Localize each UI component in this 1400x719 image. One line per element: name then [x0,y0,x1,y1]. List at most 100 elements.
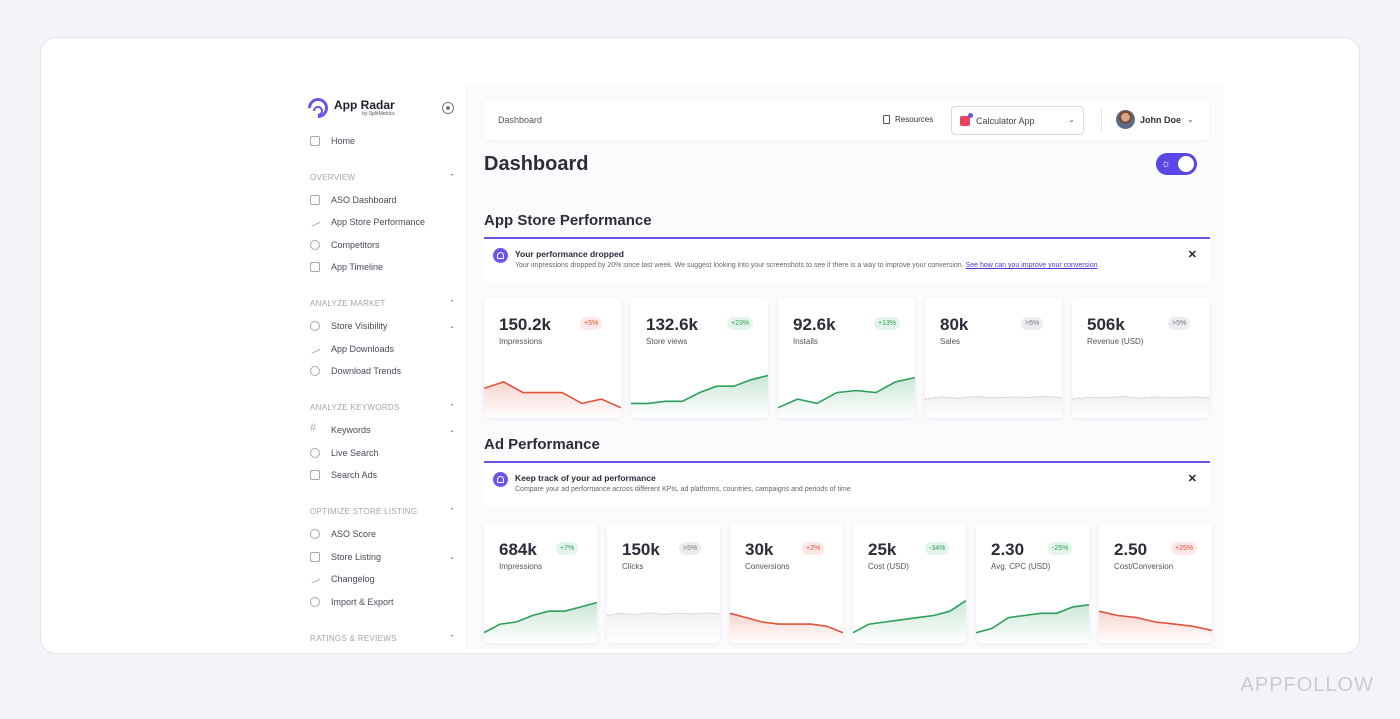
sidebar-item-aso-dashboard[interactable]: ASO Dashboard [310,193,455,207]
brand-logo[interactable]: App Radar by SplitMetrics [303,93,395,123]
sparkline-area [607,612,720,643]
section-label: RATINGS & REVIEWS [310,634,397,643]
users-icon [310,240,320,250]
sidebar-item-competitors[interactable]: Competitors [310,238,455,252]
sidebar-item-label: App Timeline [331,262,384,272]
sparkline-area [925,396,1062,418]
sidebar-item-aso-score[interactable]: ASO Score [310,527,455,541]
award-icon [310,529,320,539]
resources-link[interactable]: Resources [883,115,933,124]
metric-card[interactable]: 506k Revenue (USD) >5% [1072,298,1209,418]
metric-value: 132.6k [646,315,698,334]
section-analyze-market[interactable]: ANALYZE MARKET ⌃ [310,299,455,311]
breadcrumb[interactable]: Dashboard [498,115,543,125]
chevron-down-icon[interactable]: ⌄ [449,323,455,330]
sun-icon: ☼ [1161,158,1172,170]
sidebar-collapse-icon[interactable] [442,102,454,114]
page-title: Dashboard [484,153,589,175]
sidebar-item-store-visibility[interactable]: Store Visibility ⌄ [310,319,455,333]
sparkline-line [484,601,597,634]
metric-card[interactable]: 80k Sales >5% [925,298,1062,418]
sidebar: App Radar by SplitMetrics Home OVERVIEW … [298,84,467,649]
app-selector[interactable]: Calculator App ⌄ [951,106,1084,135]
app-window: App Radar by SplitMetrics Home OVERVIEW … [298,84,1223,649]
sparkline-area [778,377,915,418]
alert-link[interactable]: See how can you improve your conversion [965,262,1098,269]
top-bar: Dashboard Resources Calculator App ⌄ Joh… [483,100,1209,140]
calculator-app-icon [960,112,973,126]
sidebar-item-import-export[interactable]: Import & Export [310,595,455,609]
metric-value: 25k [868,540,897,559]
sidebar-item-changelog[interactable]: Changelog [309,572,455,586]
sparkline-chart [853,599,966,643]
metric-card[interactable]: 30k Conversions +2% [730,523,843,643]
download-icon [309,344,321,354]
alert-body: Compare your ad performance across diffe… [515,486,851,493]
metric-card[interactable]: 684k Impressions +7% [484,523,597,643]
watermark: APPFOLLOW [1240,674,1374,696]
sidebar-item-app-store-performance[interactable]: App Store Performance [309,215,455,229]
sparkline-line [925,395,1062,400]
sparkline-area [730,613,843,643]
metric-card[interactable]: 2.50 Cost/Conversion +25% [1099,523,1212,643]
metric-value: 2.30 [991,540,1025,559]
resources-label: Resources [895,115,934,124]
chevron-down-icon[interactable]: ⌄ [449,554,455,561]
section-label: OVERVIEW [310,173,356,182]
repeat-icon [310,597,320,607]
metric-card[interactable]: 150k Clicks >5% [607,523,720,643]
sidebar-item-search-ads[interactable]: Search Ads [310,468,455,482]
sparkline-line [853,599,966,634]
performance-alert: Your performance dropped Your impression… [484,237,1210,283]
sidebar-item-home[interactable]: Home [310,134,455,148]
sparkline-chart [484,601,597,643]
metric-card[interactable]: 25k Cost (USD) -34% [853,523,966,643]
close-icon[interactable]: ✕ [1187,249,1197,261]
metric-card[interactable]: 150.2k Impressions +5% [484,298,621,418]
sidebar-item-app-timeline[interactable]: App Timeline [310,260,455,274]
metric-label: Impressions [499,337,543,346]
metric-value: 506k [1087,315,1125,334]
user-menu[interactable]: John Doe ⌄ [1116,110,1194,129]
section-ratings-reviews[interactable]: RATINGS & REVIEWS ⌃ [310,634,455,646]
sidebar-item-store-listing[interactable]: Store Listing ⌄ [310,550,455,564]
sparkline-chart [976,604,1089,643]
section-label: OPTIMIZE STORE LISTING [310,507,418,516]
close-icon[interactable]: ✕ [1187,473,1197,485]
sidebar-item-download-trends[interactable]: Download Trends [310,364,455,378]
sidebar-item-live-search[interactable]: Live Search [310,446,455,460]
toggle-knob [1178,156,1194,172]
change-badge: +13% [874,317,901,330]
chevron-down-icon[interactable]: ⌄ [449,427,455,434]
metric-label: Revenue (USD) [1087,337,1144,346]
section-analyze-keywords[interactable]: ANALYZE KEYWORDS ⌃ [310,403,455,415]
change-badge: -25% [1048,542,1073,555]
search-icon [310,448,320,458]
metric-value: 684k [499,540,537,559]
alert-title: Keep track of your ad performance [515,473,656,483]
metric-card[interactable]: 92.6k Installs +13% [778,298,915,418]
sparkline-chart [925,395,1062,418]
theme-toggle[interactable]: ☼ [1156,153,1197,175]
sparkline-area [853,600,966,643]
sparkline-line [730,612,843,634]
brand-subtitle: by SplitMetrics [362,111,395,117]
section-overview[interactable]: OVERVIEW ⌃ [310,173,455,185]
metric-card[interactable]: 2.30 Avg. CPC (USD) -25% [976,523,1089,643]
metric-label: Impressions [499,562,543,571]
sidebar-item-app-downloads[interactable]: App Downloads [309,342,455,356]
sparkline-line [976,604,1089,634]
metric-card[interactable]: 132.6k Store views +23% [631,298,768,418]
metric-value: 150k [622,540,660,559]
section-optimize-store-listing[interactable]: OPTIMIZE STORE LISTING ⌃ [310,507,455,519]
sparkline-line [1072,395,1209,400]
sidebar-item-keywords[interactable]: Keywords ⌄ [310,422,455,437]
sparkline-area [631,375,768,418]
change-badge: >5% [1021,317,1044,330]
sidebar-item-label: Store Listing [331,552,382,562]
metric-value: 150.2k [499,315,551,334]
sparkline-chart [607,612,720,643]
sparkline-area [484,602,597,643]
chevron-up-icon: ⌃ [448,635,455,642]
sidebar-item-label: Changelog [331,574,375,584]
